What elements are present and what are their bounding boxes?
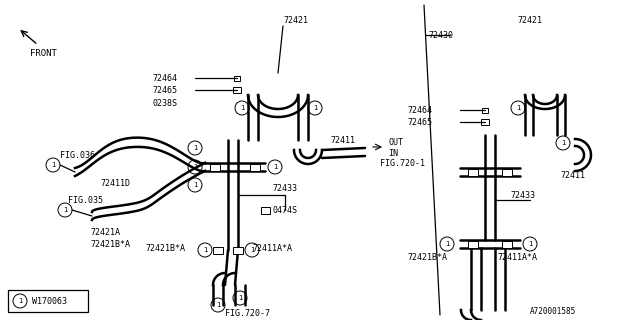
Text: 1: 1: [516, 105, 520, 111]
Text: 1: 1: [193, 145, 197, 151]
Text: FIG.036: FIG.036: [60, 150, 95, 159]
Text: 1: 1: [445, 241, 449, 247]
Text: 1: 1: [193, 182, 197, 188]
Text: 72421B*A: 72421B*A: [145, 244, 185, 252]
Bar: [481, 119, 489, 125]
Text: 1: 1: [237, 295, 243, 301]
Text: 72464: 72464: [152, 74, 177, 83]
Bar: [233, 246, 243, 253]
Bar: [502, 241, 512, 247]
Text: 72421A: 72421A: [90, 228, 120, 236]
Text: FRONT: FRONT: [30, 49, 57, 58]
Text: 1: 1: [313, 105, 317, 111]
Bar: [250, 164, 260, 171]
Text: 1: 1: [63, 207, 67, 213]
Text: 72421: 72421: [283, 15, 308, 25]
Text: 72411A*A: 72411A*A: [252, 244, 292, 252]
Text: 72411: 72411: [330, 135, 355, 145]
Text: 72421B*A: 72421B*A: [407, 253, 447, 262]
Text: 1: 1: [203, 247, 207, 253]
Text: 72465: 72465: [407, 117, 432, 126]
Text: 72464: 72464: [407, 106, 432, 115]
Bar: [234, 76, 240, 81]
Text: 72465: 72465: [152, 85, 177, 94]
Text: 72421: 72421: [517, 15, 542, 25]
Text: 72433: 72433: [510, 190, 535, 199]
Text: 1: 1: [18, 298, 22, 304]
Text: 1: 1: [216, 302, 220, 308]
Text: 72421B*A: 72421B*A: [90, 239, 130, 249]
Text: 1: 1: [250, 247, 254, 253]
Text: FIG.720-1: FIG.720-1: [380, 158, 425, 167]
Text: 72411D: 72411D: [100, 179, 130, 188]
Text: 1: 1: [273, 164, 277, 170]
Text: W170063: W170063: [32, 297, 67, 306]
Text: 72411: 72411: [560, 171, 585, 180]
Bar: [468, 169, 478, 175]
Text: 1: 1: [193, 164, 197, 170]
Text: 1: 1: [51, 162, 55, 168]
Bar: [233, 87, 241, 93]
Text: 1: 1: [561, 140, 565, 146]
Bar: [482, 108, 488, 113]
Bar: [502, 169, 512, 175]
Text: IN: IN: [388, 148, 398, 157]
Text: 0238S: 0238S: [152, 99, 177, 108]
Text: 72433: 72433: [272, 183, 297, 193]
Text: 1: 1: [528, 241, 532, 247]
Text: FIG.035: FIG.035: [68, 196, 103, 204]
Text: 72411A*A: 72411A*A: [497, 253, 537, 262]
Bar: [210, 164, 220, 171]
Text: OUT: OUT: [388, 138, 403, 147]
Bar: [468, 241, 478, 247]
Bar: [260, 206, 269, 213]
Bar: [213, 246, 223, 253]
Bar: [8, 290, 88, 312]
Text: 0474S: 0474S: [272, 205, 297, 214]
Text: FIG.720-7: FIG.720-7: [225, 309, 270, 318]
Text: 72430: 72430: [428, 30, 453, 39]
Text: 1: 1: [240, 105, 244, 111]
Text: A720001585: A720001585: [530, 308, 576, 316]
